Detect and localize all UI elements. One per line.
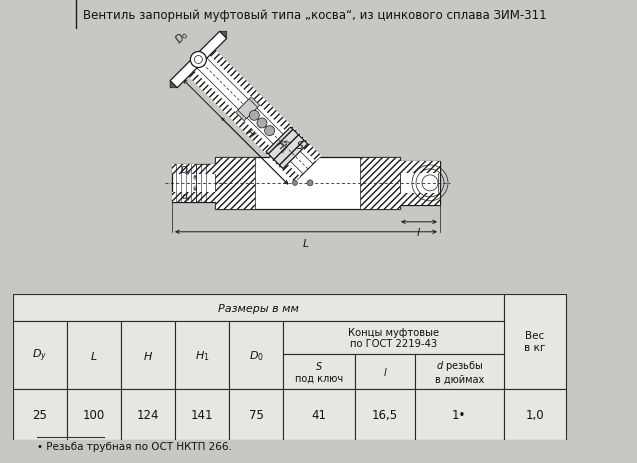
Bar (415, 389, 504, 440)
Bar (229, 322, 283, 389)
Polygon shape (238, 100, 257, 119)
Circle shape (249, 111, 259, 121)
Bar (13, 294, 504, 322)
Bar (172, 164, 217, 202)
Circle shape (194, 56, 203, 64)
Bar (175, 389, 229, 440)
Circle shape (257, 119, 267, 129)
Bar (415, 354, 504, 389)
Text: $D_0$: $D_0$ (248, 348, 264, 362)
Bar (283, 389, 355, 440)
Bar (398, 162, 440, 174)
Bar (283, 322, 504, 354)
Bar (13, 389, 67, 440)
Text: Вес
в кг: Вес в кг (524, 331, 546, 352)
Text: • Резьба трубная по ОСТ НКТП 266.: • Резьба трубная по ОСТ НКТП 266. (37, 441, 232, 450)
Text: $H$: $H$ (243, 125, 258, 140)
Polygon shape (206, 47, 322, 162)
Bar (400, 164, 438, 202)
Bar (121, 322, 175, 389)
Text: $L$: $L$ (302, 236, 310, 248)
Bar (398, 162, 440, 206)
Text: $L$: $L$ (90, 349, 97, 361)
Text: $d$ резьбы
в дюймах: $d$ резьбы в дюймах (434, 358, 484, 384)
Bar (355, 389, 415, 440)
Bar (215, 157, 400, 209)
Bar (215, 157, 255, 209)
Polygon shape (220, 32, 227, 39)
Polygon shape (236, 98, 260, 121)
Text: $l$: $l$ (383, 365, 387, 377)
Text: Размеры в мм: Размеры в мм (218, 303, 299, 313)
Text: Вентиль запорный муфтовый типа „косва“, из цинкового сплава ЗИМ-311: Вентиль запорный муфтовый типа „косва“, … (83, 8, 547, 22)
Polygon shape (266, 128, 308, 169)
Text: $S$
под ключ: $S$ под ключ (295, 360, 343, 383)
Polygon shape (170, 32, 227, 88)
Text: 41: 41 (311, 408, 327, 421)
Polygon shape (194, 56, 313, 175)
Bar (355, 354, 415, 389)
Bar (13, 322, 67, 389)
Bar (283, 354, 355, 389)
Bar (229, 389, 283, 440)
Text: $d_y$: $d_y$ (182, 191, 193, 204)
Circle shape (292, 181, 297, 186)
Text: $D_0$: $D_0$ (172, 27, 192, 47)
Text: $l$: $l$ (417, 225, 422, 237)
Bar (175, 322, 229, 389)
Text: 124: 124 (137, 408, 159, 421)
Circle shape (190, 52, 206, 69)
Bar (360, 157, 400, 209)
Text: Концы муфтовые
по ГОСТ 2219-43: Концы муфтовые по ГОСТ 2219-43 (348, 327, 439, 349)
Bar (504, 389, 566, 440)
Text: $D_y$: $D_y$ (180, 165, 193, 178)
Text: $H$: $H$ (143, 349, 153, 361)
Text: 25: 25 (32, 408, 47, 421)
Bar (172, 193, 217, 202)
Text: $S$: $S$ (296, 138, 304, 150)
Bar (67, 389, 121, 440)
Polygon shape (188, 50, 318, 180)
Bar (67, 322, 121, 389)
Text: $H_1$: $H_1$ (195, 348, 210, 362)
Polygon shape (185, 68, 300, 183)
Text: $D_y$: $D_y$ (32, 347, 47, 363)
Text: 100: 100 (83, 408, 105, 421)
Bar (172, 164, 217, 175)
Bar (398, 194, 440, 206)
Circle shape (264, 126, 275, 136)
Text: 75: 75 (248, 408, 264, 421)
Polygon shape (170, 81, 177, 88)
Circle shape (307, 181, 313, 187)
Text: 141: 141 (191, 408, 213, 421)
Text: $H_1$: $H_1$ (272, 137, 290, 156)
Bar (504, 294, 566, 389)
Text: 1•: 1• (452, 408, 466, 421)
Bar (121, 389, 175, 440)
Text: 16,5: 16,5 (372, 408, 398, 421)
Text: 1,0: 1,0 (526, 408, 544, 421)
